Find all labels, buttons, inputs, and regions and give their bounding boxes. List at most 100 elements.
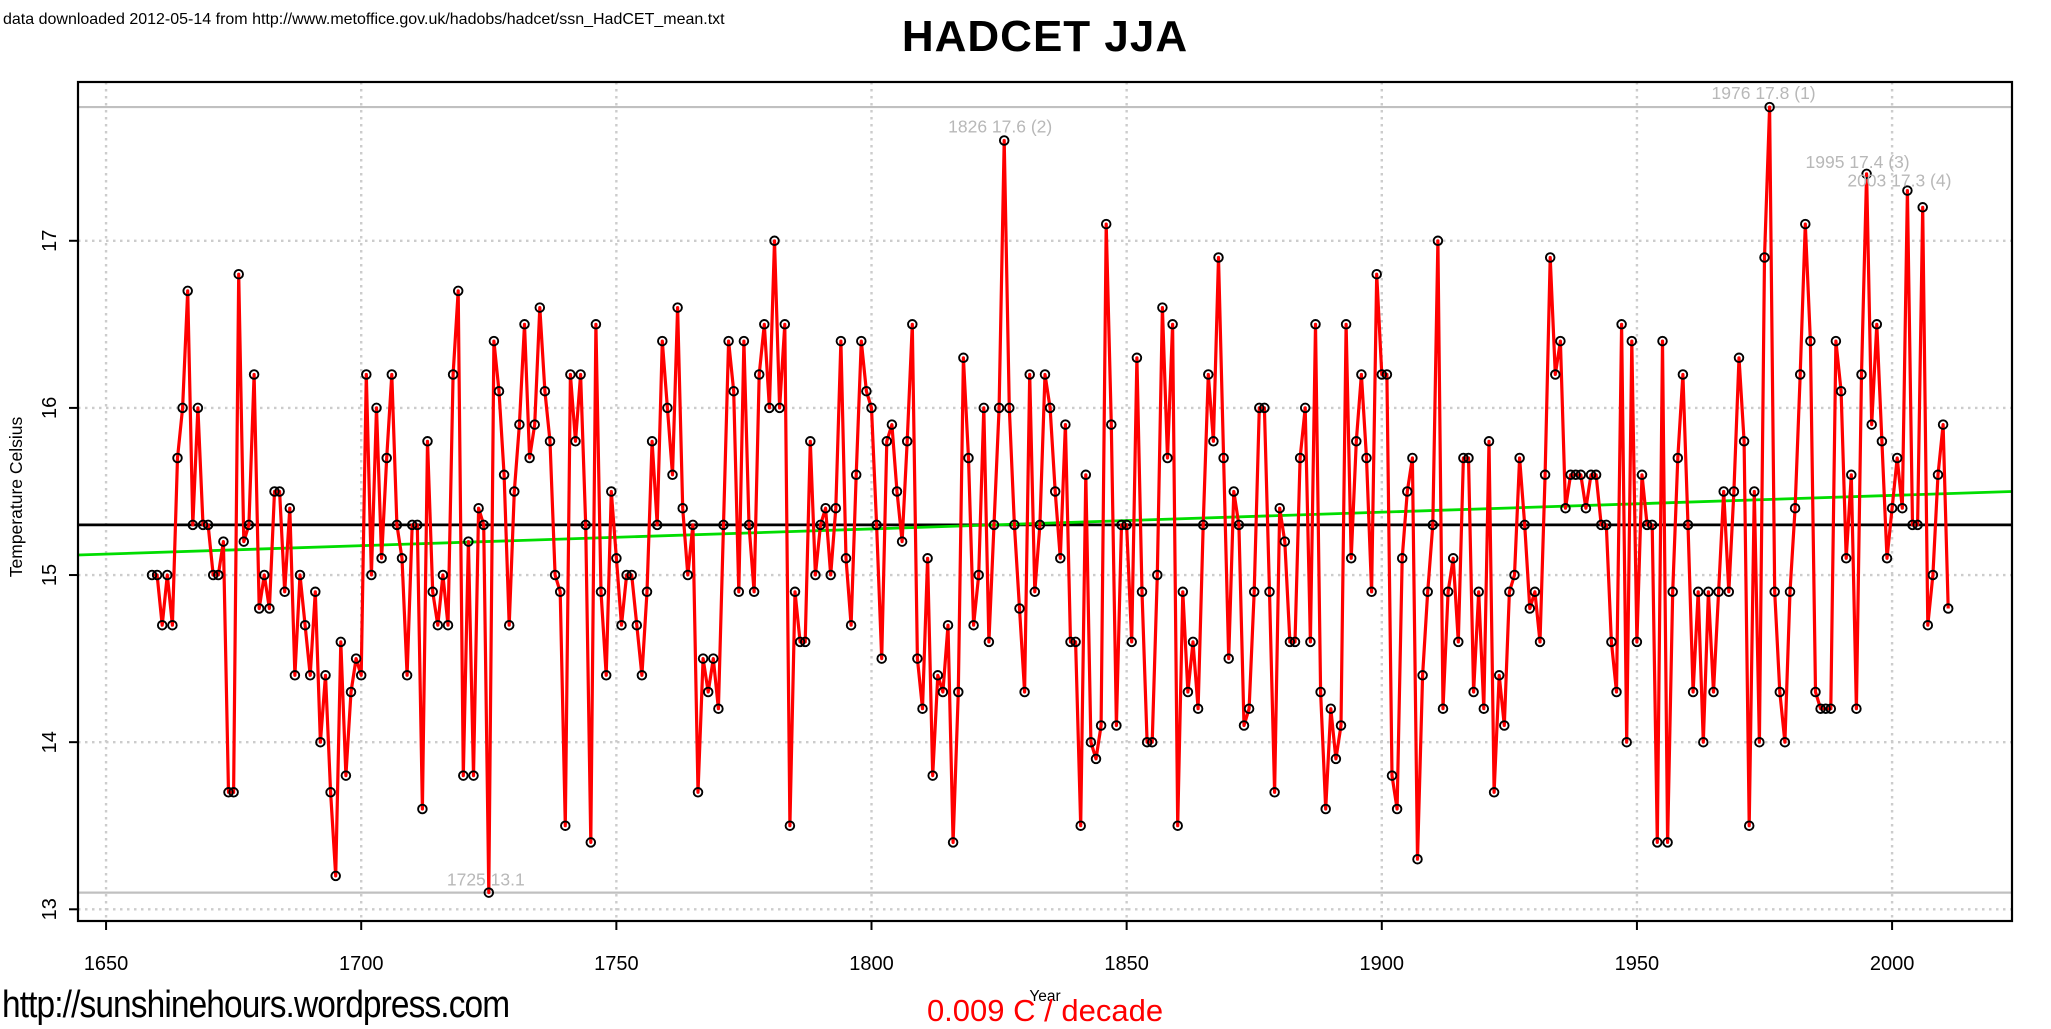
data-point-marker [422,436,433,447]
data-point-marker [218,536,229,547]
data-point-marker [1034,519,1046,531]
data-point-marker [958,352,969,364]
data-point-marker [810,569,821,581]
data-point-marker [304,670,316,681]
data-point-marker [743,519,755,531]
data-point-marker [1493,670,1505,681]
data-point-marker [1820,703,1831,714]
data-point-marker [738,335,750,347]
data-point-marker [1197,519,1209,531]
data-point-marker [1412,853,1423,865]
data-point-marker [320,670,331,681]
data-point-marker [1754,736,1765,748]
data-point-marker [1029,586,1041,598]
data-point-marker [1106,419,1117,430]
data-point-marker [1805,335,1816,347]
data-point-marker [1830,335,1842,347]
data-point-marker [1478,703,1490,714]
data-point-marker [371,402,382,414]
data-point-marker [861,385,872,397]
data-point-marker [1146,736,1158,748]
data-point-marker [1396,553,1408,564]
data-point-marker [1279,536,1291,547]
data-point-marker [1162,452,1173,464]
data-point-marker [1172,820,1183,831]
data-point-marker [340,770,352,781]
data-point-marker [1488,787,1500,798]
data-point-marker [1825,703,1837,714]
data-point-marker [1044,402,1056,414]
data-point-marker [1846,469,1857,481]
x-axis-tick-label: 1700 [339,953,384,975]
data-point-marker [478,519,489,531]
data-point-marker [1590,469,1602,481]
data-point-marker [1192,703,1204,714]
data-point-marker [580,519,591,531]
data-point-marker [1121,519,1132,531]
data-point-marker [1856,369,1867,380]
data-point-marker [1463,452,1474,464]
data-point-marker [412,519,423,531]
data-point-marker [1264,586,1275,598]
data-point-marker [1784,586,1796,598]
data-point-marker [1473,586,1484,598]
data-point-marker [1055,553,1066,564]
data-point-marker [146,569,158,581]
data-point-marker [1524,603,1536,614]
data-point-marker [881,436,893,447]
data-point-marker [1616,319,1627,330]
data-point-marker [1733,352,1745,364]
data-point-marker [483,887,495,898]
data-point-marker [687,519,699,531]
data-point-marker [1126,636,1137,648]
data-point-marker [1662,837,1673,848]
data-point-marker [1269,787,1280,798]
data-point-marker [417,803,428,815]
data-point-marker [1116,519,1127,531]
data-point-marker [1233,519,1245,531]
data-point-marker [1458,452,1469,464]
data-point-marker [840,553,852,564]
data-point-marker [519,319,530,330]
data-point-marker [937,686,949,698]
data-point-marker [1437,703,1449,714]
data-point-marker [779,319,791,330]
x-axis-tick-label: 1800 [849,953,894,975]
data-point-marker [361,369,372,380]
data-point-marker [1504,586,1515,598]
data-point-marker [1310,319,1321,330]
data-point-marker [1509,569,1520,581]
data-point-marker [1019,686,1030,698]
data-point-marker [825,569,836,581]
data-point-marker [1932,469,1944,481]
data-point-marker [1927,569,1939,581]
data-point-marker [728,385,739,397]
data-point-marker [651,519,663,531]
site-url: http://sunshinehours.wordpress.com [2,984,510,1026]
data-point-marker [1897,502,1908,514]
data-point-marker [1698,736,1709,748]
data-point-marker [723,335,734,347]
data-point-marker [1606,636,1617,648]
data-point-marker [1749,486,1760,497]
data-point-marker [345,686,357,698]
data-point-marker [1575,469,1587,481]
data-point-marker [1555,335,1566,347]
data-point-marker [1514,452,1525,464]
data-point-marker [697,653,709,664]
data-point-marker [1601,519,1612,531]
data-point-marker [1891,452,1903,464]
data-point-marker [187,519,199,531]
data-point-marker [606,486,617,497]
data-point-marker [968,619,979,631]
data-point-marker [1646,519,1658,531]
data-point-marker [1090,753,1102,765]
data-point-marker [1917,202,1928,213]
data-point-marker [1070,636,1081,648]
data-point-marker [1407,452,1418,464]
y-axis-tick-label: 17 [39,230,61,252]
data-point-marker [1238,720,1250,731]
data-point-marker [1131,352,1143,364]
data-point-marker [1274,502,1285,514]
data-point-marker [248,369,260,380]
